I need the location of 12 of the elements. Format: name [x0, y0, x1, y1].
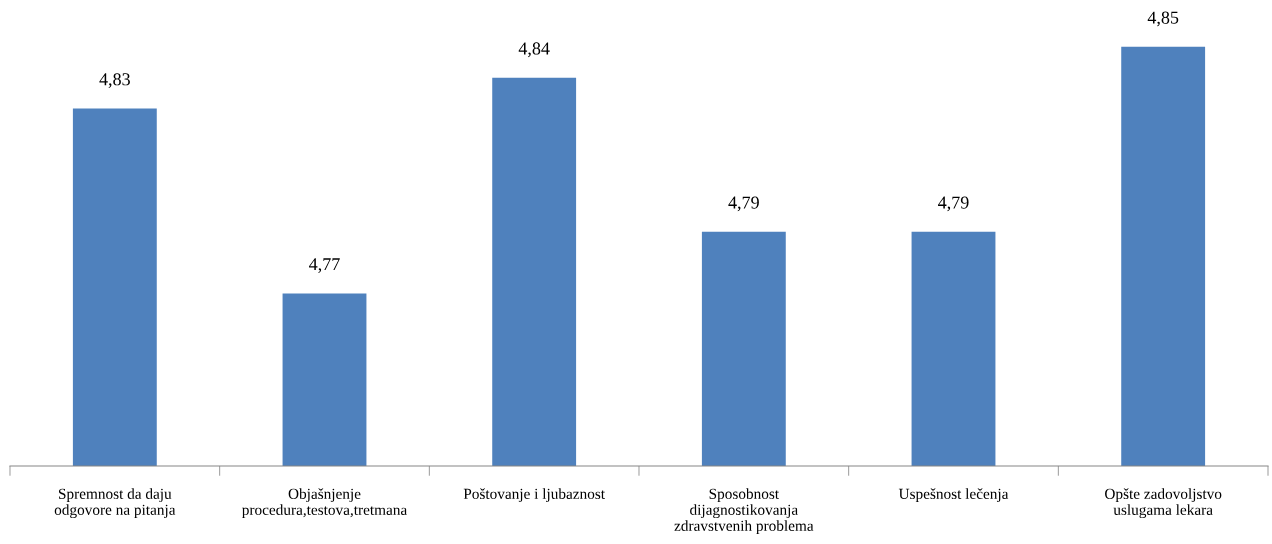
data-label: 4,79: [728, 196, 759, 212]
data-label: 4,83: [99, 73, 130, 88]
data-label: 4,85: [1147, 11, 1179, 27]
x-tick-label: Poštovanje i ljubaznost: [463, 488, 605, 503]
data-label: 4,79: [938, 196, 969, 212]
x-tick-label: Objašnjenje procedura,testova,tretmana: [242, 488, 407, 519]
data-label: 4,77: [309, 258, 340, 273]
x-tick-label: Sposobnost dijagnostikovanja zdravstvenih problema: [674, 488, 814, 535]
x-tick-label: Opšte zadovoljstvo uslugama lekara: [1105, 488, 1222, 519]
x-tick-label: Uspešnost lečenja: [898, 488, 1009, 503]
data-label: 4,84: [518, 42, 550, 58]
x-tick-label: Spremnost da daju odgovore na pitanja: [54, 488, 176, 519]
